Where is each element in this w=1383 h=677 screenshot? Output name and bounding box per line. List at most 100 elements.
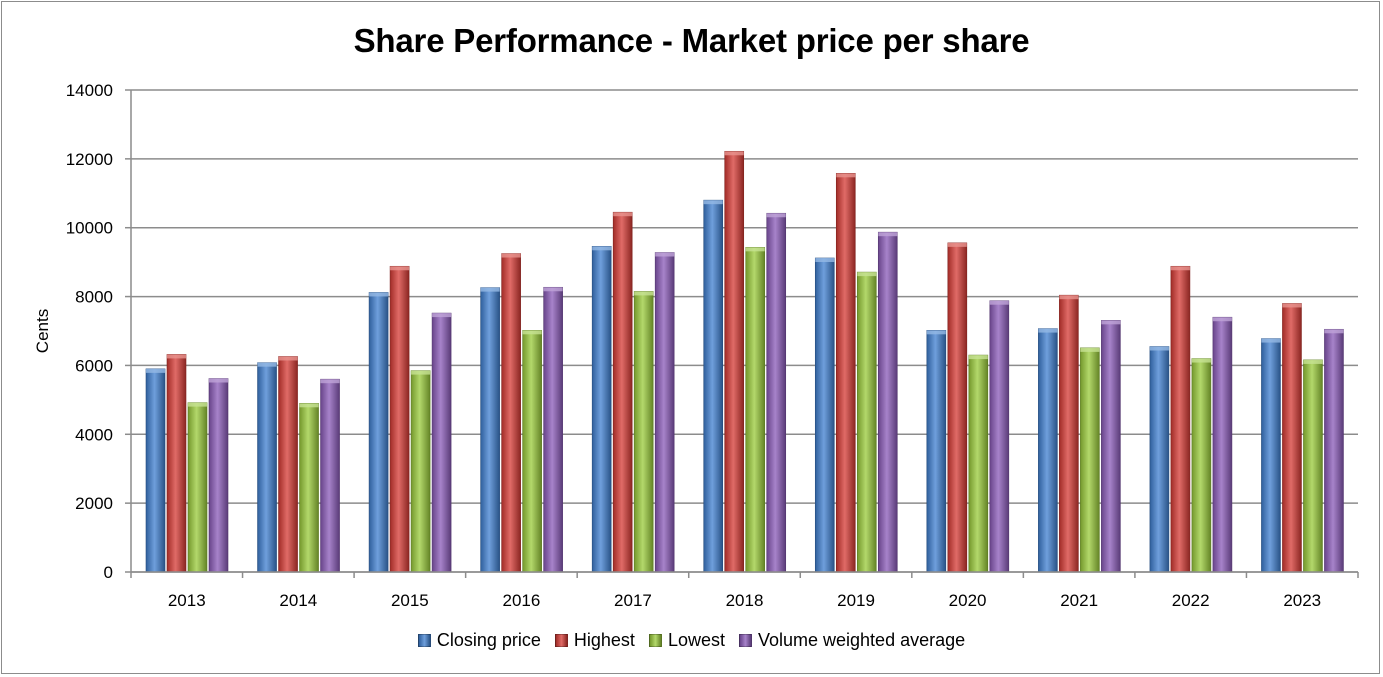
legend-item-highest: Highest [554,630,635,651]
bar-lowest-2020 [968,354,989,573]
bar-highest-2020 [947,242,968,573]
bar-lowest-2021 [1080,347,1100,573]
bar-top-bevel [167,354,186,359]
bar-highest-2022 [1170,265,1191,573]
bar-lowest-2016 [522,330,542,573]
bar-volume-weighted-average-2017 [654,252,675,573]
bar-closing-price-2023 [1261,338,1281,573]
bar-top-bevel [926,330,946,335]
bar-highest-2019 [835,173,856,573]
bar-lowest-2023 [1303,359,1323,573]
bar-top-bevel [857,272,877,277]
bar-volume-weighted-average-2018 [766,212,787,573]
bar-top-bevel [522,330,542,335]
bar-closing-price-2014 [257,362,277,573]
bar-lowest-2014 [299,402,319,573]
bar-top-bevel [1324,329,1344,334]
bar-top-bevel [815,258,835,263]
bar-highest-2017 [612,211,633,573]
bar-closing-price-2015 [368,292,389,573]
bar-top-bevel [1261,338,1281,343]
y-tick-label: 14000 [66,81,113,100]
bar-top-bevel [480,287,500,292]
x-tick-label: 2014 [279,591,317,610]
bar-lowest-2019 [856,271,877,573]
legend-swatch [738,634,752,647]
bar-top-bevel [1101,320,1121,325]
bar-top-bevel [745,247,765,252]
bar-top-bevel [188,402,207,407]
x-tick-label: 2020 [949,591,987,610]
chart-title: Share Performance - Market price per sha… [353,22,1030,59]
bar-top-bevel [1303,359,1323,364]
bar-volume-weighted-average-2019 [877,231,898,573]
bar-top-bevel [1170,266,1190,271]
bar-volume-weighted-average-2022 [1212,316,1233,573]
bar-top-bevel [543,287,563,292]
bar-highest-2016 [501,253,521,573]
axes: 0 2000 4000 6000 8000 10000 12000 14000 2013 2014… [66,81,1359,610]
bar-top-bevel [1191,358,1211,363]
legend-item-closing-price: Closing price [417,630,541,651]
y-tick-label: 8000 [75,288,113,307]
bar-closing-price-2020 [926,330,947,573]
bars [145,150,1344,573]
bar-closing-price-2021 [1038,328,1058,573]
bar-closing-price-2013 [145,368,166,573]
legend-swatch [417,634,431,647]
legend-label: Closing price [436,630,541,650]
bar-highest-2015 [389,265,410,573]
x-tick-label: 2018 [726,591,764,610]
bar-top-bevel [613,212,633,217]
legend-item-volume-weighted-average: Volume weighted average [738,630,966,651]
bar-top-bevel [1149,346,1169,351]
bar-highest-2018 [724,150,745,573]
bar-lowest-2018 [745,247,766,573]
y-axis-label: Cents [33,309,52,353]
bar-volume-weighted-average-2015 [431,312,452,573]
bar-closing-price-2022 [1149,346,1170,573]
legend-swatch [648,634,662,647]
legend-item-lowest: Lowest [648,630,725,651]
x-tick-label: 2023 [1283,591,1321,610]
bar-top-bevel [947,242,967,247]
bar-top-bevel [703,200,723,205]
legend: Closing price Highest Lowest Volume weighte… [0,630,1383,651]
bar-volume-weighted-average-2021 [1101,320,1121,573]
x-tick-label: 2021 [1060,591,1098,610]
legend-label: Highest [573,630,635,650]
bar-top-bevel [257,362,277,367]
bar-lowest-2013 [187,402,208,573]
bar-top-bevel [836,173,856,178]
bar-top-bevel [390,266,410,271]
x-tick-label: 2022 [1172,591,1210,610]
legend-label: Lowest [667,630,725,650]
x-tick-label: 2017 [614,591,652,610]
legend-label: Volume weighted average [757,630,966,650]
bar-top-bevel [1282,303,1302,308]
bar-top-bevel [278,356,298,361]
y-tick-label: 2000 [75,494,113,513]
y-tick-label: 6000 [75,356,113,375]
bar-highest-2023 [1282,303,1302,573]
bar-volume-weighted-average-2023 [1324,328,1344,573]
y-tick-label: 10000 [66,219,113,238]
bar-closing-price-2018 [703,199,724,573]
bar-volume-weighted-average-2014 [320,378,340,573]
bar-top-bevel [878,232,898,237]
bar-top-bevel [320,379,340,384]
x-tick-label: 2019 [837,591,875,610]
bar-top-bevel [146,368,165,373]
bar-top-bevel [299,403,319,408]
y-tick-label: 12000 [66,150,113,169]
bar-lowest-2017 [633,291,654,573]
bar-top-bevel [1059,295,1079,300]
bar-highest-2013 [166,354,187,573]
bar-volume-weighted-average-2016 [543,286,563,573]
y-tick-label: 0 [104,563,113,582]
bar-top-bevel [369,292,389,297]
bar-closing-price-2016 [480,287,500,573]
bar-top-bevel [432,313,452,318]
legend-swatch [554,634,568,647]
